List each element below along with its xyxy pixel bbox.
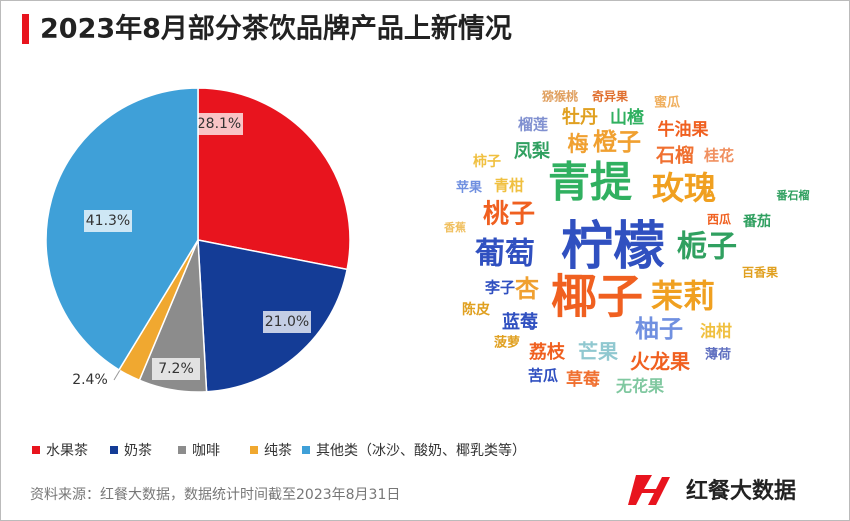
source-note: 资料来源：红餐大数据，数据统计时间截至2023年8月31日 (30, 487, 400, 503)
word: 陈皮 (462, 301, 490, 318)
chart-title: 2023年8月部分茶饮品牌产品上新情况 (40, 13, 512, 45)
word: 奇异果 (592, 89, 628, 104)
legend-swatch (178, 446, 186, 454)
word: 青提 (548, 158, 632, 207)
word: 桃子 (483, 200, 535, 230)
word: 油柑 (700, 322, 732, 341)
legend-swatch (32, 446, 40, 454)
word: 苹果 (456, 180, 482, 196)
word: 凤梨 (514, 140, 550, 162)
word: 柠檬 (561, 217, 665, 277)
title-bar (22, 14, 29, 44)
data-label: 41.3% (86, 213, 130, 229)
word: 菠萝 (494, 335, 520, 351)
label-box (195, 113, 243, 135)
data-label: 21.0% (265, 314, 309, 330)
word: 栀子 (677, 230, 737, 265)
word: 西瓜 (707, 213, 731, 227)
word: 椰子 (551, 270, 643, 324)
word: 苦瓜 (528, 367, 558, 385)
word: 牡丹 (562, 106, 598, 128)
legend-label: 奶茶 (124, 443, 152, 459)
word: 榴莲 (518, 116, 548, 134)
word: 芒果 (578, 340, 618, 364)
word: 草莓 (566, 370, 600, 390)
label-box (152, 358, 200, 380)
word: 百香果 (742, 265, 778, 280)
legend-swatch (250, 446, 258, 454)
word: 柿子 (473, 153, 501, 170)
word: 火龙果 (630, 350, 690, 374)
word: 杏 (515, 275, 539, 303)
word: 牛油果 (658, 119, 709, 140)
brand-name: 红餐大数据 (686, 478, 796, 504)
legend-label: 咖啡 (192, 443, 220, 459)
word: 葡萄 (475, 237, 535, 272)
legend-swatch (110, 446, 118, 454)
leader-line (113, 369, 121, 381)
word: 山楂 (610, 107, 645, 128)
word: 蜜瓜 (654, 95, 680, 111)
word: 荔枝 (529, 341, 566, 363)
word: 番茄 (742, 213, 771, 230)
word: 橙子 (593, 128, 641, 156)
word: 番石榴 (776, 188, 810, 202)
legend-label: 纯茶 (264, 443, 292, 459)
legend-label: 其他类（冰沙、酸奶、椰乳类等） (316, 442, 526, 459)
word: 桂花 (703, 147, 734, 165)
word: 青柑 (494, 177, 524, 195)
label-box (84, 210, 132, 232)
word: 无花果 (615, 377, 664, 396)
word: 猕猴桃 (541, 89, 578, 104)
word: 石榴 (655, 144, 694, 167)
data-label: 28.1% (197, 116, 241, 132)
data-label: 7.2% (158, 361, 194, 377)
word: 李子 (484, 279, 515, 297)
legend-swatch (302, 446, 310, 454)
legend-label: 水果茶 (46, 443, 88, 459)
word: 茉莉 (651, 277, 715, 315)
word: 柚子 (635, 315, 683, 343)
word: 梅 (568, 132, 589, 156)
label-box (263, 311, 311, 333)
word: 蓝莓 (502, 311, 538, 333)
data-label: 2.4% (72, 372, 108, 388)
word: 玫瑰 (652, 169, 716, 207)
word: 薄荷 (705, 347, 731, 363)
word: 香蕉 (443, 220, 466, 234)
brand-logo (628, 475, 670, 505)
